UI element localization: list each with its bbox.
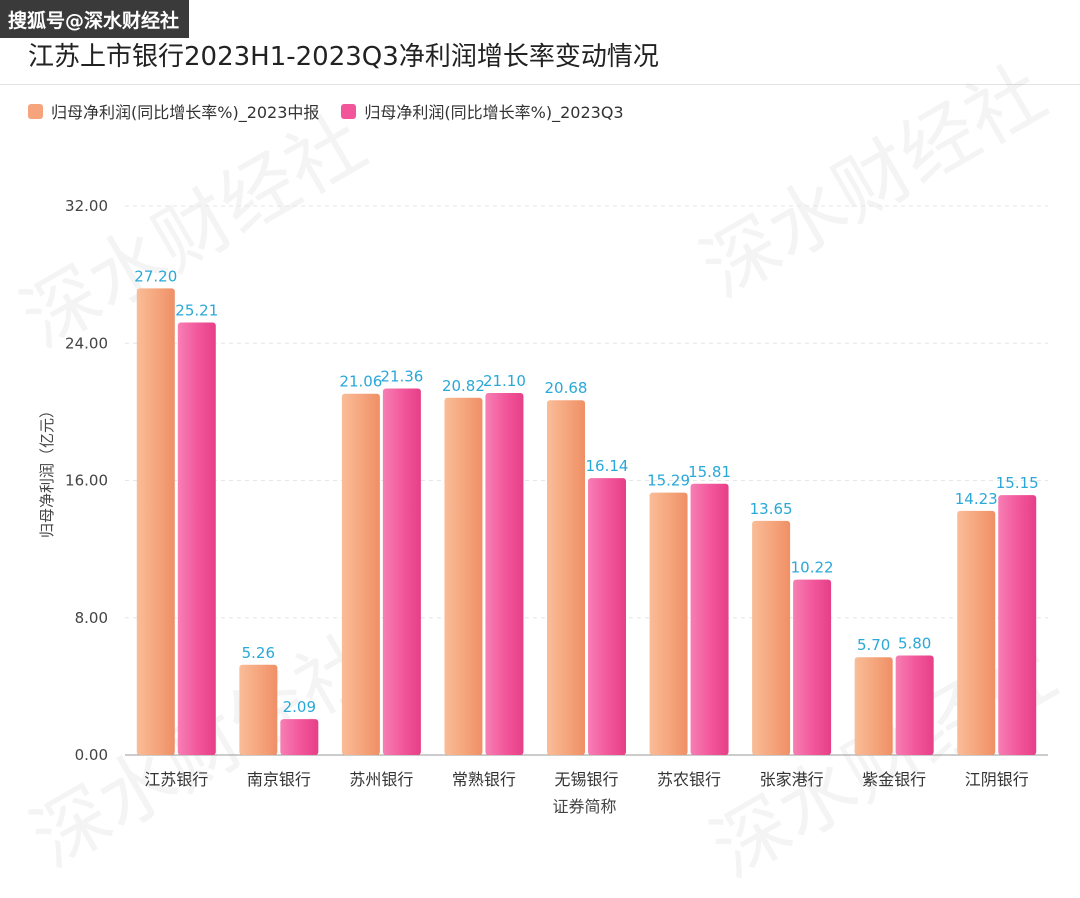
data-label: 21.36 (380, 368, 423, 386)
data-label: 14.23 (955, 490, 998, 508)
x-tick-label: 南京银行 (247, 770, 311, 789)
legend-item-2023q3[interactable]: 归母净利润(同比增长率%)_2023Q3 (341, 99, 624, 123)
data-label: 5.26 (242, 644, 275, 662)
bar-2023h1 (957, 510, 996, 755)
title-divider (0, 84, 1080, 85)
bar-2023h1 (547, 400, 585, 755)
x-tick-label: 苏州银行 (349, 770, 413, 789)
bar-2023q3 (485, 393, 524, 755)
bar-2023q3 (998, 495, 1037, 755)
bar-2023h1 (239, 664, 278, 755)
legend-swatch-2023h1 (28, 103, 43, 119)
x-axis-label: 证券简称 (552, 797, 616, 816)
legend: 归母净利润(同比增长率%)_2023中报 归母净利润(同比增长率%)_2023Q… (28, 99, 646, 123)
data-label: 25.21 (175, 301, 218, 319)
data-label: 21.10 (483, 372, 526, 390)
y-axis-label: 归母净利润（亿元） (38, 403, 56, 538)
y-tick-label: 16.00 (65, 472, 108, 490)
x-tick-label: 张家港行 (760, 770, 824, 789)
bar-2023h1 (649, 492, 688, 755)
data-label: 5.70 (857, 636, 890, 654)
x-tick-label: 紫金银行 (862, 770, 926, 789)
source-tag: 搜狐号@深水财经社 (0, 0, 190, 38)
bar-chart: 0.00 8.00 16.00 24.00 32.00 归母净利润（亿元） 27.20 25.… (38, 197, 1048, 816)
x-tick-label: 江阴银行 (965, 770, 1029, 789)
data-label: 13.65 (750, 500, 793, 518)
data-label: 20.82 (442, 377, 485, 395)
x-tick-label: 苏农银行 (657, 770, 721, 789)
bar-2023q3 (280, 719, 319, 755)
legend-swatch-2023q3 (341, 103, 357, 119)
legend-label-2023h1: 归母净利润(同比增长率%)_2023中报 (51, 103, 320, 122)
y-tick-label: 8.00 (75, 609, 108, 627)
legend-item-2023h1[interactable]: 归母净利润(同比增长率%)_2023中报 (28, 99, 319, 123)
bar-2023q3 (382, 388, 421, 755)
bar-2023h1 (341, 393, 380, 755)
data-label: 16.14 (586, 457, 629, 475)
data-label: 15.81 (688, 463, 731, 481)
data-label: 10.22 (791, 559, 834, 577)
data-label: 27.20 (134, 267, 177, 285)
bar-2023q3 (588, 478, 626, 755)
bar-2023q3 (177, 322, 216, 755)
bar-2023q3 (793, 579, 832, 755)
bar-2023q3 (690, 483, 729, 755)
legend-label-2023q3: 归母净利润(同比增长率%)_2023Q3 (364, 103, 624, 122)
bar-2023q3 (895, 655, 934, 755)
data-label: 15.29 (647, 472, 690, 490)
x-tick-label: 江苏银行 (144, 770, 208, 789)
y-tick-label: 32.00 (65, 197, 108, 215)
x-tick-label: 无锡银行 (554, 770, 618, 789)
data-label: 21.06 (339, 373, 382, 391)
data-label: 15.15 (996, 474, 1039, 492)
bar-2023h1 (752, 520, 791, 755)
bar-2023h1 (854, 657, 893, 755)
y-tick-label: 24.00 (65, 334, 108, 352)
x-tick-label: 常熟银行 (452, 770, 516, 789)
bar-2023h1 (136, 288, 175, 755)
chart-title: 江苏上市银行2023H1-2023Q3净利润增长率变动情况 (28, 42, 659, 72)
data-label: 20.68 (545, 379, 588, 397)
y-tick-label: 0.00 (75, 746, 108, 764)
data-label: 5.80 (898, 634, 931, 652)
data-label: 2.09 (283, 698, 316, 716)
bar-2023h1 (444, 397, 483, 755)
